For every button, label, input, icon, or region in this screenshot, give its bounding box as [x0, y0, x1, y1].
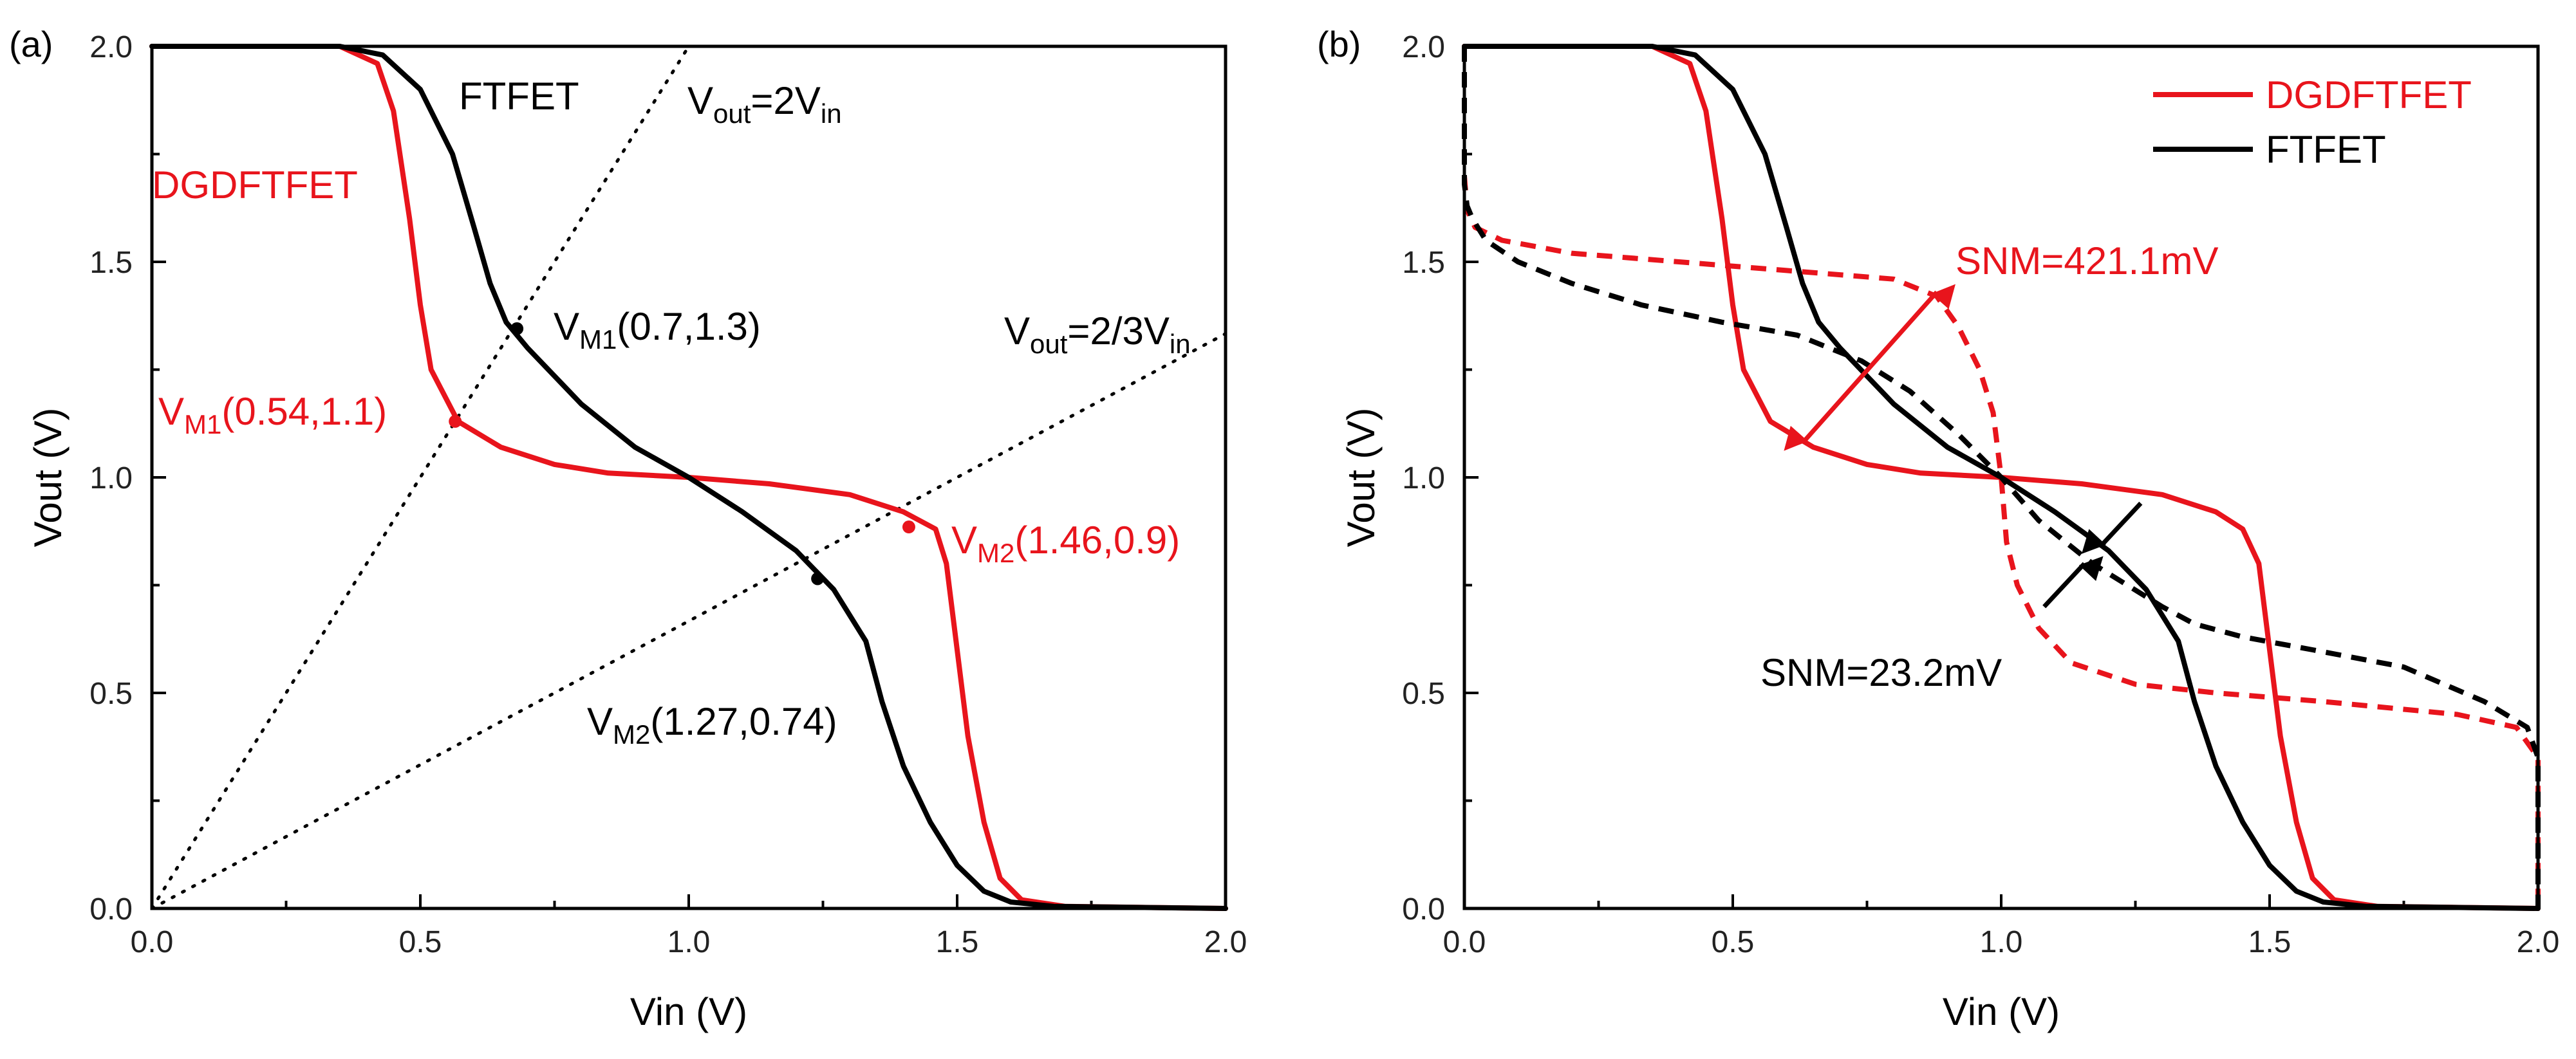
panel-a-x-tick-label: 1.0: [667, 925, 711, 959]
point-label-dgdftfet-vm2: VM2(1.46,0.9): [951, 519, 1180, 568]
panel-b-curve-3: [1462, 46, 2541, 908]
panel-a-x-tick-label: 0.5: [399, 925, 442, 959]
panel-a-x-tick-label: 0.0: [131, 925, 174, 959]
panel-b-curve-4: [1462, 46, 2541, 908]
snm-ftfet-arrow-upper: [2081, 501, 2143, 554]
panel-a-x-tick-label: 2.0: [1204, 925, 1247, 959]
panel-a-x-tick-label: 1.5: [936, 925, 979, 959]
panel-b-curve-2: [1462, 44, 2541, 911]
snm-dgdftfet-arrow: [1784, 284, 1955, 451]
panel-b-x-tick-label: 1.0: [1980, 925, 2023, 959]
panel-b-frame: [1462, 44, 2540, 910]
ref-line-2vin-label: Vout=2Vin: [687, 79, 842, 129]
panel-b-y-tick-label: 1.5: [1402, 246, 1445, 280]
panel-a-y-tick-label: 1.5: [89, 246, 133, 280]
point-label-ftfet-vm2: VM2(1.27,0.74): [587, 700, 837, 750]
panel-b-label: (b): [1317, 24, 1361, 64]
panel-a: (a) 0.0 0.5 1.0 1.5 2.0 0.0 0.5 1.0 1.5 2.0 Vin (…: [9, 24, 1247, 1033]
point-label-ftfet-vm1: VM1(0.7,1.3): [554, 305, 761, 355]
legend-label-ftfet: FTFET: [2266, 128, 2386, 171]
snm-ftfet-label: SNM=23.2mV: [1760, 651, 2002, 694]
panel-a-dgdftfet-label: DGDFTFET: [152, 163, 358, 207]
snm-ftfet-arrow-lower: [2042, 556, 2104, 609]
legend: DGDFTFET FTFET: [2153, 73, 2472, 171]
panel-b-y-axis-title: Vout (V): [1339, 408, 1383, 548]
panel-a-y-tick-label: 0.0: [89, 892, 133, 926]
panel-b: (b) 0.0 0.5 1.0 1.5 2.0 0.0 0.5 1.0 1.5 2.0 Vin (…: [1317, 24, 2559, 1033]
panel-a-y-tick-label: 1.0: [89, 461, 133, 495]
ref-line-2-3vin-label: Vout=2/3Vin: [1004, 309, 1191, 359]
panel-b-y-tick-label: 2.0: [1402, 30, 1445, 64]
panel-a-label: (a): [9, 24, 53, 64]
panel-a-y-tick-label: 0.5: [89, 677, 133, 711]
panel-b-curve-1: [1462, 44, 2541, 911]
panel-b-x-tick-label: 2.0: [2517, 925, 2560, 959]
panel-a-curve-ftfet: [149, 44, 1228, 911]
panel-b-x-tick-label: 0.5: [1712, 925, 1755, 959]
panel-b-y-tick-label: 0.5: [1402, 677, 1445, 711]
snm-dgdftfet-label: SNM=421.1mV: [1955, 239, 2219, 282]
reference-line-1: [150, 44, 691, 910]
panel-a-x-axis-title: Vin (V): [630, 990, 747, 1033]
panel-a-marker-m2-dgdftfet: [902, 520, 915, 534]
point-label-dgdftfet-vm1: VM1(0.54,1.1): [158, 390, 387, 439]
panel-b-x-tick-label: 1.5: [2248, 925, 2291, 959]
panel-b-y-tick-label: 1.0: [1402, 461, 1445, 495]
panel-a-y-axis-title: Vout (V): [26, 408, 70, 548]
panel-a-y-tick-label: 2.0: [89, 30, 133, 64]
panel-a-curve-dgdftfet: [149, 44, 1228, 911]
panel-b-x-axis-title: Vin (V): [1943, 990, 2060, 1033]
panel-a-marker-m1-dgdftfet: [449, 414, 462, 428]
panel-a-marker-m2-ftfet: [811, 572, 825, 585]
panel-a-ftfet-label: FTFET: [459, 75, 579, 118]
legend-label-dgdftfet: DGDFTFET: [2266, 73, 2472, 116]
panel-a-marker-m1-ftfet: [510, 322, 524, 335]
panel-b-y-tick-label: 0.0: [1402, 892, 1445, 926]
panel-a-frame: [150, 44, 1227, 910]
panel-b-x-tick-label: 0.0: [1443, 925, 1486, 959]
